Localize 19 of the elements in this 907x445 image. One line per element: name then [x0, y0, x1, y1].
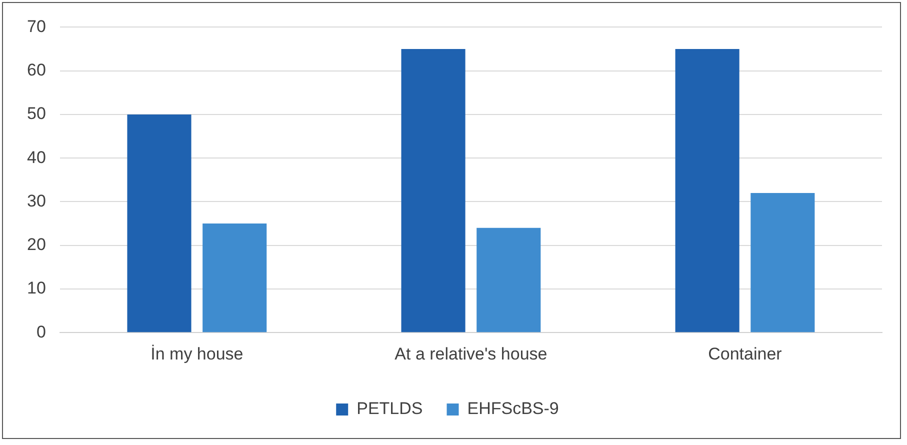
- legend-label: EHFScBS-9: [467, 399, 559, 418]
- y-tick-label: 0: [36, 322, 46, 342]
- y-tick-label: 20: [26, 235, 46, 254]
- y-tick-label: 40: [26, 148, 46, 167]
- bar: [476, 228, 541, 332]
- bar: [401, 49, 466, 332]
- bar: [202, 224, 267, 332]
- legend-label: PETLDS: [356, 399, 423, 418]
- y-tick-label: 60: [26, 60, 46, 80]
- bar: [750, 192, 815, 332]
- bar: [675, 49, 740, 332]
- y-tick-label: 30: [26, 191, 46, 210]
- x-tick-label: At a relative's house: [394, 344, 548, 364]
- y-tick-label: 10: [26, 278, 46, 298]
- y-tick-label: 50: [26, 104, 46, 124]
- x-tick-label: Container: [708, 344, 782, 364]
- x-tick-label: İn my house: [150, 344, 244, 364]
- bar: [127, 114, 192, 332]
- y-tick-label: 70: [26, 16, 46, 36]
